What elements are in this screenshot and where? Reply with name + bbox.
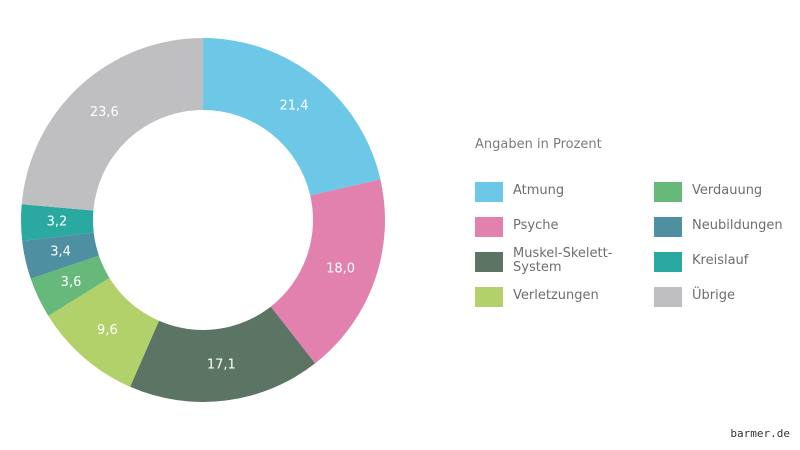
legend-swatch [654, 217, 682, 237]
legend-swatch [654, 287, 682, 307]
legend-item-neubildungen: Neubildungen [654, 217, 800, 239]
slice-verletzungen [48, 277, 159, 387]
slice-muskel-skelett-system [130, 306, 316, 403]
data-label-neubildungen: 3,4 [50, 245, 71, 260]
data-label-kreislauf: 3,2 [47, 215, 68, 230]
data-label-muskel-skelett-system: 17,1 [207, 357, 236, 372]
legend-item-muskel-skelett-system: Muskel-Skelett- System [475, 247, 645, 275]
legend-item-kreislauf: Kreislauf [654, 252, 800, 274]
slice-psyche [270, 179, 385, 364]
data-label-verletzungen: 9,6 [97, 323, 118, 338]
legend-item-verletzungen: Verletzungen [475, 287, 645, 309]
legend-item-atmung: Atmung [475, 182, 645, 204]
legend-swatch [475, 252, 503, 272]
slice-kreislauf [20, 204, 94, 241]
legend-label: Psyche [513, 218, 559, 233]
legend-label: Verletzungen [513, 288, 599, 303]
legend-item-verdauung: Verdauung [654, 182, 800, 204]
legend-label: Verdauung [692, 183, 763, 198]
legend-label: Neubildungen [692, 218, 783, 233]
data-label-verdauung: 3,6 [61, 275, 82, 290]
legend-label: Atmung [513, 183, 565, 198]
data-label-atmung: 21,4 [280, 98, 309, 113]
legend-item-brige: Übrige [654, 287, 800, 309]
slice-neubildungen [22, 232, 99, 279]
legend-swatch [654, 182, 682, 202]
data-label-brige: 23,6 [90, 105, 119, 120]
legend-title: Angaben in Prozent [475, 137, 602, 152]
legend-item-psyche: Psyche [475, 217, 645, 239]
slice-brige [21, 38, 204, 211]
legend-label: Kreislauf [692, 253, 749, 268]
legend-swatch [475, 217, 503, 237]
watermark: barmer.de [730, 427, 790, 440]
legend-label: Übrige [692, 288, 735, 303]
legend-swatch [654, 252, 682, 272]
legend-swatch [475, 182, 503, 202]
legend-swatch [475, 287, 503, 307]
legend-label: Muskel-Skelett- System [513, 246, 613, 275]
data-label-psyche: 18,0 [326, 261, 355, 276]
slice-verdauung [30, 255, 110, 316]
slice-atmung [203, 38, 381, 196]
donut-chart: 21,4 18,0 17,1 9,6 3,6 3,4 3,2 23,6 [20, 38, 385, 403]
